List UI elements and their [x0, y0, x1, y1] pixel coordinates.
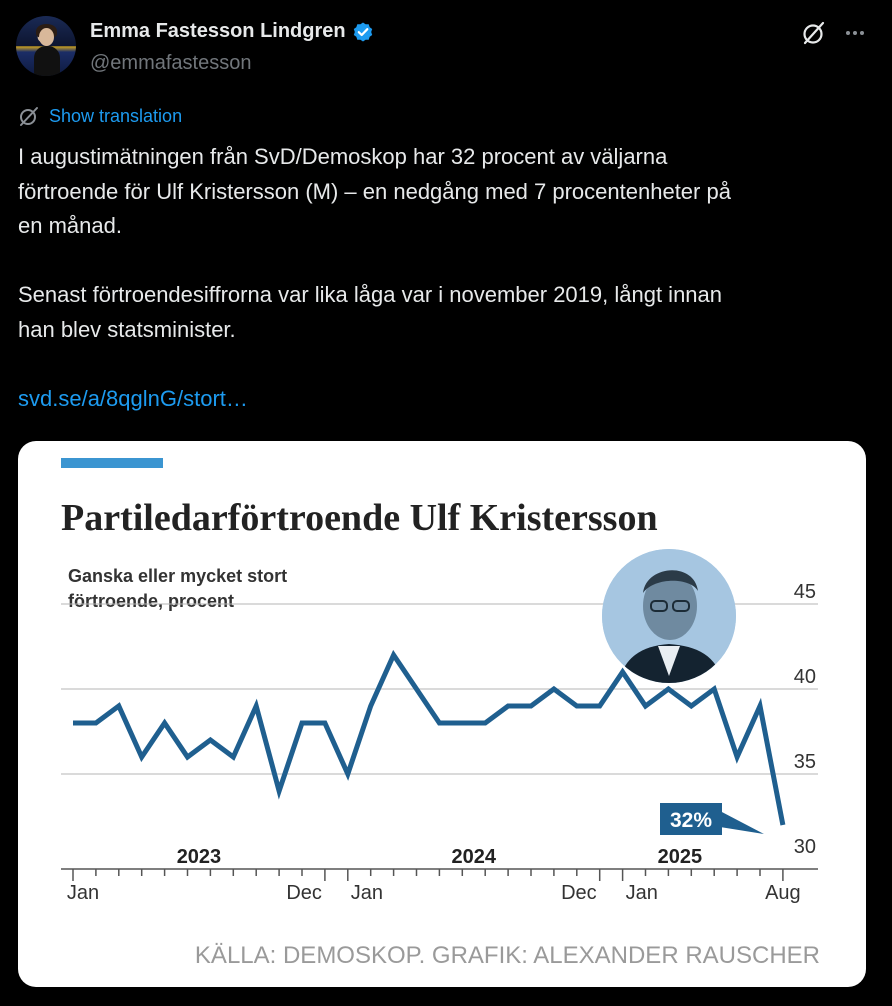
tweet-line: förtroende för Ulf Kristersson (M) – en … [18, 178, 731, 204]
annotation-pointer [720, 811, 764, 834]
tweet-line: I augustimätningen från SvD/Demoskop har… [18, 144, 668, 169]
x-tick-label: Aug [765, 882, 801, 904]
annotation-box [660, 803, 722, 835]
source-label: KÄLLA: DEMOSKOP. GRAFIK: ALEXANDER RAUSC… [195, 942, 820, 969]
show-translation-label[interactable]: Show translation [49, 105, 183, 126]
tweet-text: I augustimätningen från SvD/Demoskop har… [18, 140, 876, 416]
chart-subtitle: Ganska eller mycket stort [68, 566, 287, 586]
x-axis: Jan Dec Jan Dec Jan Aug 2023 2024 2025 [61, 846, 818, 904]
name-row: Emma Fastesson Lindgren [90, 20, 374, 43]
tweet-line: en månad. [18, 213, 122, 238]
y-tick-label: 40 [794, 666, 816, 688]
y-axis: 45 40 35 30 [794, 581, 816, 858]
tweet-line: Senast förtroendesiffrorna var lika låga… [18, 282, 723, 307]
chart-title: Partiledarförtroende Ulf Kristersson [61, 497, 658, 539]
portrait-image [602, 549, 736, 683]
series-line [73, 649, 786, 826]
year-label: 2023 [177, 846, 222, 868]
annotation-label: 32% [670, 809, 712, 832]
y-tick-label: 30 [794, 836, 816, 858]
chart: Partiledarförtroende Ulf Kristersson Gan… [61, 458, 820, 969]
tweet-line: han blev statsminister. [18, 316, 236, 342]
x-tick-label: Dec [561, 882, 597, 904]
handle[interactable]: @emmafastesson [90, 52, 252, 74]
year-label: 2025 [658, 846, 703, 868]
y-tick-label: 45 [794, 581, 816, 603]
article-link[interactable]: svd.se/a/8qglnG/stort… [18, 385, 248, 411]
show-translation[interactable]: Show translation [18, 105, 182, 127]
chart-card[interactable]: Partiledarförtroende Ulf Kristersson Gan… [18, 441, 866, 987]
y-tick-label: 35 [794, 751, 816, 773]
verified-badge-icon [353, 22, 372, 41]
grok-translate-icon [20, 107, 38, 126]
annotation: 32% [660, 803, 764, 835]
year-label: 2024 [452, 846, 497, 868]
tweet-header: Emma Fastesson Lindgren @emmafastesson [16, 14, 876, 78]
x-tick-label: Jan [626, 882, 658, 904]
chart-subtitle: förtroende, procent [68, 591, 234, 611]
x-tick-label: Jan [67, 882, 99, 904]
avatar[interactable] [16, 16, 76, 76]
x-tick-label: Jan [351, 882, 383, 904]
grok-icon[interactable] [801, 20, 827, 46]
x-tick-label: Dec [286, 882, 322, 904]
display-name[interactable]: Emma Fastesson Lindgren [90, 20, 346, 42]
accent-bar [61, 458, 163, 468]
more-icon[interactable] [841, 20, 869, 46]
